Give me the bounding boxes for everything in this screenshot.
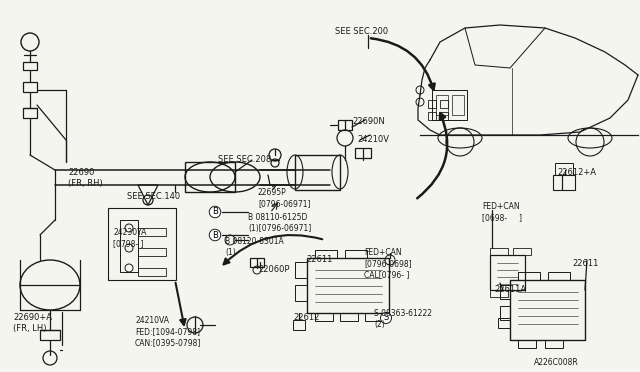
Text: 22690N: 22690N [352, 117, 385, 126]
Text: 22060P: 22060P [258, 265, 289, 274]
Bar [295, 155, 340, 190]
Text: 24210V: 24210V [357, 135, 389, 144]
Text: 22690
(FR, RH): 22690 (FR, RH) [68, 168, 103, 188]
Bar [295, 285, 307, 301]
Bar [293, 320, 305, 330]
Text: B 08110-6125D
(1)[0796-06971]: B 08110-6125D (1)[0796-06971] [248, 213, 311, 233]
Bar [295, 262, 307, 278]
Bar [518, 340, 536, 348]
Text: 22611: 22611 [306, 255, 332, 264]
Bar [498, 318, 510, 328]
Bar [138, 268, 166, 276]
Bar [428, 112, 436, 120]
Bar [315, 313, 333, 321]
Bar [518, 272, 540, 280]
Bar [40, 330, 60, 340]
Bar [315, 250, 337, 258]
Text: SEE SEC.200: SEE SEC.200 [335, 27, 388, 36]
Text: 24230YA
[0798- ]: 24230YA [0798- ] [113, 228, 147, 248]
Text: B 08120-8301A
(1): B 08120-8301A (1) [225, 237, 284, 257]
Bar [500, 285, 510, 299]
Bar [555, 163, 573, 175]
Text: S: S [383, 314, 388, 323]
Bar [510, 280, 585, 340]
Bar [338, 120, 352, 130]
Text: A226C008R: A226C008R [534, 358, 579, 367]
Bar [108, 208, 176, 280]
Bar [436, 95, 448, 115]
Bar [452, 95, 464, 115]
Bar [23, 82, 37, 92]
Bar [307, 258, 389, 313]
Text: S 08363-61222
(2): S 08363-61222 (2) [374, 309, 432, 329]
Bar [500, 306, 510, 320]
Bar [138, 248, 166, 256]
Bar [490, 248, 508, 255]
Bar [513, 248, 531, 255]
Bar [432, 90, 467, 120]
Bar [23, 62, 37, 70]
Text: 22612+A: 22612+A [557, 168, 596, 177]
Bar [365, 313, 383, 321]
Bar [490, 290, 508, 297]
Text: 22612: 22612 [293, 313, 319, 322]
Bar [490, 255, 525, 290]
Bar [440, 100, 448, 108]
Text: 22611: 22611 [572, 259, 598, 268]
Text: SEE SEC.208: SEE SEC.208 [218, 155, 271, 164]
Bar [428, 100, 436, 108]
Text: FED+CAN
[0796-0698]
CAL[0796- ]: FED+CAN [0796-0698] CAL[0796- ] [364, 248, 412, 279]
Text: 24210VA
FED:[1094-0798]
CAN:[0395-0798]: 24210VA FED:[1094-0798] CAN:[0395-0798] [135, 316, 202, 347]
Bar [440, 112, 448, 120]
Bar [138, 228, 166, 236]
Bar [345, 250, 367, 258]
Text: 22695P
[0796-06971]: 22695P [0796-06971] [258, 188, 310, 208]
Text: B: B [212, 231, 218, 240]
Bar [355, 148, 371, 158]
Bar [185, 162, 235, 192]
Bar [340, 313, 358, 321]
Text: SEE SEC.140: SEE SEC.140 [127, 192, 180, 201]
Text: 22611A: 22611A [494, 285, 526, 294]
Bar [545, 340, 563, 348]
Text: FED+CAN
[0698-     ]: FED+CAN [0698- ] [482, 202, 522, 222]
Bar [23, 108, 37, 118]
Bar [250, 258, 264, 267]
Text: 22690+A
(FR, LH): 22690+A (FR, LH) [13, 313, 52, 333]
Text: B: B [212, 208, 218, 217]
Bar [553, 175, 575, 190]
Bar [548, 272, 570, 280]
Bar [120, 220, 138, 272]
